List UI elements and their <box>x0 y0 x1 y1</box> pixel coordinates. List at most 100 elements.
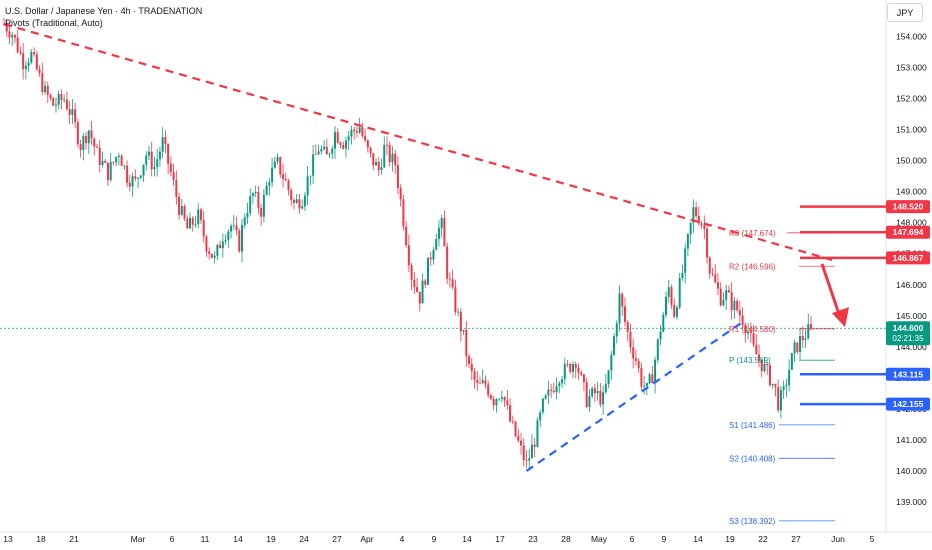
price-tick-label: 139.000 <box>896 497 927 507</box>
candle-body <box>760 359 763 372</box>
candle-body <box>744 325 747 334</box>
candle-body <box>771 383 774 386</box>
candle-body <box>495 399 498 406</box>
candle-body <box>301 206 304 209</box>
candle-body <box>79 143 82 150</box>
candle-body <box>312 154 315 176</box>
candle-body <box>588 396 591 407</box>
pivot-label-s2: S2 (140.408) <box>729 454 776 463</box>
candle-body <box>678 277 681 308</box>
candle-body <box>194 224 197 225</box>
candle-body <box>375 161 378 166</box>
candle-body <box>314 154 317 156</box>
resistance-level-label: 147.694 <box>893 227 924 237</box>
candle-body <box>514 421 517 437</box>
candle-body <box>451 279 454 288</box>
candle-body <box>279 157 282 175</box>
candle-body <box>708 257 711 274</box>
candle-body <box>801 336 804 341</box>
candle-body <box>328 153 331 155</box>
time-tick-label: 14 <box>462 534 472 544</box>
candle-body <box>703 225 706 229</box>
candle-body <box>342 144 345 149</box>
candle-body <box>199 209 202 221</box>
candle-body <box>572 364 575 372</box>
candle-body <box>134 176 137 179</box>
candle-body <box>388 144 391 163</box>
candle-body <box>547 389 550 396</box>
candle-body <box>344 140 347 149</box>
time-tick-label: Mar <box>131 534 146 544</box>
candle-body <box>607 370 610 385</box>
candle-body <box>637 360 640 369</box>
time-tick-label: 13 <box>3 534 13 544</box>
trendline-descending-resistance <box>3 23 833 261</box>
candle-body <box>317 151 320 155</box>
candle-body <box>106 162 109 181</box>
candle-body <box>541 398 544 413</box>
candle-body <box>574 364 577 368</box>
time-tick-label: 27 <box>791 534 801 544</box>
candle-body <box>673 304 676 317</box>
candle-body <box>186 218 189 229</box>
time-tick-label: 17 <box>495 534 505 544</box>
candle-body <box>623 306 626 322</box>
candle-body <box>799 336 802 353</box>
candle-body <box>325 146 328 155</box>
candle-body <box>782 386 785 390</box>
candle-body <box>271 167 274 183</box>
candle-body <box>33 52 36 55</box>
candle-body <box>503 397 506 401</box>
candle-body <box>350 129 353 137</box>
candle-body <box>719 288 722 306</box>
candle-body <box>643 386 646 387</box>
candle-body <box>727 290 730 293</box>
last-price-label: 144.600 <box>893 323 924 333</box>
price-tick-label: 141.000 <box>896 435 927 445</box>
candle-body <box>93 138 96 147</box>
pivot-label-p: P (143.569) <box>729 356 771 365</box>
candle-body <box>265 185 268 195</box>
candle-body <box>563 363 566 380</box>
time-tick-label: 21 <box>69 534 79 544</box>
candle-body <box>656 339 659 360</box>
candle-body <box>446 246 449 279</box>
candle-body <box>610 354 613 371</box>
candle-body <box>331 148 334 154</box>
candle-body <box>35 54 38 70</box>
candle-body <box>180 206 183 215</box>
candle-body <box>525 459 528 461</box>
price-tick-label: 149.000 <box>896 187 927 197</box>
candle-body <box>747 331 750 334</box>
candle-body <box>230 225 233 232</box>
candle-body <box>555 386 558 393</box>
candle-body <box>695 207 698 216</box>
resistance-level-badge <box>886 200 930 214</box>
indicator-label[interactable]: Pivots (Traditional, Auto) <box>5 18 103 28</box>
candle-body <box>290 190 293 201</box>
candle-body <box>566 363 569 365</box>
candle-body <box>509 405 512 422</box>
candle-body <box>298 199 301 209</box>
currency-button[interactable]: JPY <box>887 3 923 22</box>
candle-body <box>686 234 689 249</box>
candle-body <box>98 147 101 165</box>
candle-body <box>68 109 71 115</box>
support-level-label: 143.115 <box>893 369 924 379</box>
candle-body <box>418 291 421 304</box>
candle-body <box>22 53 25 70</box>
candle-body <box>421 280 424 304</box>
candle-body <box>807 324 810 339</box>
candle-body <box>459 311 462 332</box>
candle-body <box>487 384 490 396</box>
candle-body <box>738 310 741 316</box>
candle-body <box>164 137 167 144</box>
candle-body <box>697 215 700 224</box>
candle-body <box>416 287 419 292</box>
price-tick-label: 148.000 <box>896 218 927 228</box>
trendline-ascending-support <box>525 321 744 472</box>
candle-body <box>383 144 386 168</box>
support-level-badge <box>886 397 930 411</box>
support-level-label: 142.155 <box>893 399 924 409</box>
